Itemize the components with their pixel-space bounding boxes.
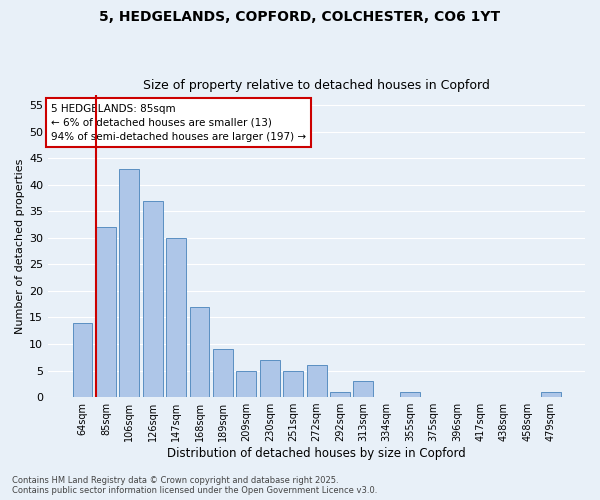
Bar bbox=[307, 365, 326, 397]
Bar bbox=[353, 381, 373, 397]
Bar bbox=[541, 392, 560, 397]
Bar bbox=[283, 370, 303, 397]
Bar bbox=[96, 227, 116, 397]
Bar bbox=[190, 307, 209, 397]
Bar bbox=[166, 238, 186, 397]
Y-axis label: Number of detached properties: Number of detached properties bbox=[15, 158, 25, 334]
Text: 5, HEDGELANDS, COPFORD, COLCHESTER, CO6 1YT: 5, HEDGELANDS, COPFORD, COLCHESTER, CO6 … bbox=[100, 10, 500, 24]
Bar bbox=[143, 200, 163, 397]
Bar bbox=[260, 360, 280, 397]
Bar bbox=[73, 323, 92, 397]
Title: Size of property relative to detached houses in Copford: Size of property relative to detached ho… bbox=[143, 79, 490, 92]
Bar bbox=[236, 370, 256, 397]
Bar bbox=[400, 392, 420, 397]
X-axis label: Distribution of detached houses by size in Copford: Distribution of detached houses by size … bbox=[167, 447, 466, 460]
Bar bbox=[213, 350, 233, 397]
Bar bbox=[330, 392, 350, 397]
Text: 5 HEDGELANDS: 85sqm
← 6% of detached houses are smaller (13)
94% of semi-detache: 5 HEDGELANDS: 85sqm ← 6% of detached hou… bbox=[51, 104, 306, 142]
Text: Contains HM Land Registry data © Crown copyright and database right 2025.
Contai: Contains HM Land Registry data © Crown c… bbox=[12, 476, 377, 495]
Bar bbox=[119, 169, 139, 397]
